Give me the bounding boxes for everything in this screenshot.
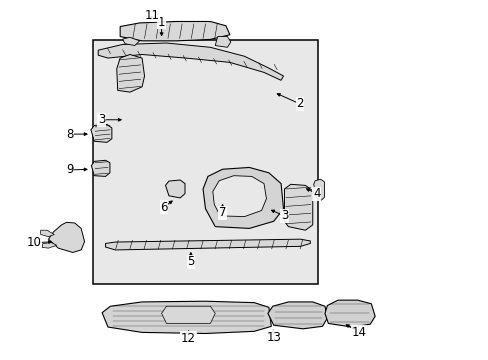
Text: 13: 13	[266, 330, 281, 343]
Polygon shape	[91, 125, 112, 142]
Polygon shape	[284, 184, 312, 230]
Text: 14: 14	[351, 326, 366, 339]
Text: 1: 1	[158, 16, 165, 29]
Polygon shape	[122, 37, 140, 45]
Text: 10: 10	[26, 236, 41, 249]
Polygon shape	[98, 43, 283, 80]
Polygon shape	[267, 302, 327, 329]
Polygon shape	[215, 37, 230, 47]
Text: 3: 3	[280, 210, 287, 222]
Text: 5: 5	[187, 255, 194, 268]
Text: 11: 11	[144, 9, 159, 22]
Polygon shape	[325, 300, 374, 327]
Polygon shape	[203, 167, 283, 228]
Polygon shape	[120, 22, 229, 41]
Text: 12: 12	[181, 332, 196, 345]
Polygon shape	[91, 160, 110, 176]
Text: 2: 2	[296, 98, 303, 111]
Polygon shape	[102, 301, 271, 333]
Polygon shape	[41, 230, 54, 237]
Polygon shape	[313, 179, 324, 200]
Polygon shape	[48, 222, 84, 252]
Text: 6: 6	[160, 201, 167, 214]
Polygon shape	[117, 54, 144, 92]
Polygon shape	[212, 176, 266, 217]
Text: 3: 3	[98, 113, 105, 126]
Polygon shape	[161, 306, 215, 323]
Polygon shape	[105, 239, 310, 250]
Text: 8: 8	[66, 127, 74, 141]
Text: 7: 7	[218, 207, 226, 220]
Text: 4: 4	[312, 187, 320, 200]
Text: 9: 9	[66, 163, 74, 176]
Polygon shape	[42, 242, 57, 248]
Bar	[93, 40, 317, 284]
Polygon shape	[165, 180, 184, 198]
